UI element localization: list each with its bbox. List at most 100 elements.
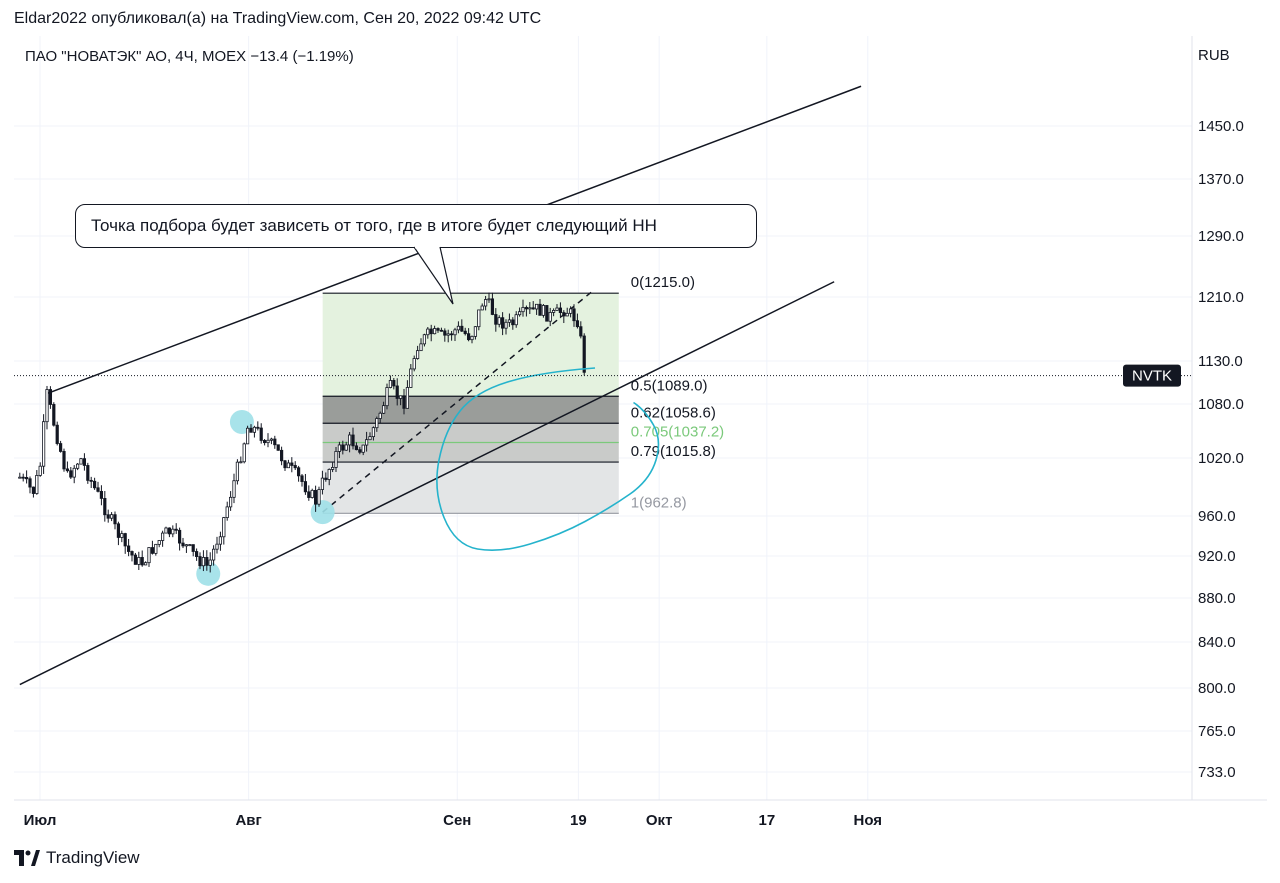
fib-label-4: 0.79(1015.8) xyxy=(631,443,716,460)
candle-body xyxy=(317,489,321,505)
candle-body xyxy=(572,308,576,322)
candle-body xyxy=(552,310,556,313)
candle-body xyxy=(205,557,209,566)
candle-body xyxy=(38,465,42,476)
candle-body xyxy=(28,478,32,488)
chart-area[interactable]: 0(1215.0) 0.5(1089.0) 0.62(1058.6) 0.705(10… xyxy=(14,36,1267,836)
candle-body xyxy=(314,489,318,505)
highlight-markers xyxy=(196,410,335,586)
price-chart[interactable]: 0(1215.0) 0.5(1089.0) 0.62(1058.6) 0.705(10… xyxy=(14,36,1267,836)
annotation-callout[interactable]: Точка подбора будет зависеть от того, гд… xyxy=(75,204,757,248)
swing-point-circle xyxy=(310,500,335,525)
candle-body xyxy=(79,458,83,465)
x-tick-label: Авг xyxy=(235,812,261,829)
candle-body xyxy=(113,514,117,525)
candle-body xyxy=(48,389,53,405)
publish-info: Eldar2022 опубликовал(а) на TradingView.… xyxy=(14,10,542,27)
candle-body xyxy=(293,465,297,469)
candle-body xyxy=(256,426,260,429)
freehand-drawing xyxy=(436,367,660,551)
y-tick-label: 880.0 xyxy=(1198,590,1236,607)
y-tick-label: 733.0 xyxy=(1198,764,1236,781)
x-tick-label: Июл xyxy=(24,812,57,829)
candle-body xyxy=(235,461,240,482)
candle-body xyxy=(555,307,559,311)
fibonacci-retracement: 0(1215.0) 0.5(1089.0) 0.62(1058.6) 0.705(10… xyxy=(322,274,724,514)
y-tick-label: 765.0 xyxy=(1198,723,1236,740)
candle-body xyxy=(361,444,365,453)
candle-body xyxy=(303,481,308,493)
candle-body xyxy=(358,449,362,453)
x-tick-label: Сен xyxy=(443,812,471,829)
candle-body xyxy=(18,476,22,479)
candle-body xyxy=(167,527,172,535)
candle-body xyxy=(69,470,73,478)
y-tick-label: 1370.0 xyxy=(1198,171,1244,188)
candle-body xyxy=(538,303,542,316)
fib-label-3: 0.705(1037.2) xyxy=(631,424,724,441)
candle-body xyxy=(242,443,246,463)
candle-body xyxy=(433,328,437,335)
candle-body xyxy=(42,421,46,467)
candle-body xyxy=(252,426,257,433)
footer-brand: TradingView xyxy=(14,848,140,868)
candle-body xyxy=(450,333,454,336)
candle-body xyxy=(514,314,518,326)
y-tick-label: 1210.0 xyxy=(1198,289,1244,306)
time-axis: Июл Авг Сен 19 Окт 17 Ноя xyxy=(24,812,882,829)
candle-body xyxy=(494,314,498,325)
symbol-info: ПАО "НОВАТЭК" АО, 4Ч, MOEX −13.4 (−1.19%… xyxy=(25,48,354,65)
candle-body xyxy=(93,480,97,489)
candle-body xyxy=(140,557,144,566)
swing-point-circle xyxy=(196,561,221,586)
candle-body xyxy=(331,467,335,470)
candle-body xyxy=(174,528,178,531)
candle-body xyxy=(154,543,158,554)
candle-body xyxy=(575,320,580,328)
candle-body xyxy=(582,335,586,373)
nvtk-tag-label: NVTK xyxy=(1132,368,1172,385)
candle-body xyxy=(395,385,399,399)
candle-body xyxy=(392,380,396,387)
nvtk-tag-bg xyxy=(1123,364,1181,387)
y-tick-label: 1450.0 xyxy=(1198,118,1244,135)
y-tick-label: 960.0 xyxy=(1198,508,1236,525)
candle-body xyxy=(21,476,25,479)
candle-body xyxy=(161,532,165,541)
candle-body xyxy=(487,298,491,301)
candle-body xyxy=(324,477,328,480)
candle-body xyxy=(490,298,495,315)
candle-body xyxy=(164,527,168,534)
price-candles xyxy=(18,292,586,573)
candle-body xyxy=(341,444,345,451)
candle-body xyxy=(201,557,206,567)
candle-body xyxy=(507,319,512,323)
candle-body xyxy=(344,444,348,451)
candle-body xyxy=(443,330,447,336)
candle-body xyxy=(232,480,236,498)
candle-body xyxy=(368,436,372,441)
candle-body xyxy=(76,463,80,469)
candle-body xyxy=(297,467,301,477)
footer-brand-name: TradingView xyxy=(46,848,140,867)
candle-body xyxy=(249,427,253,433)
y-tick-label: 1290.0 xyxy=(1198,228,1244,245)
fib-label-0: 0(1215.0) xyxy=(631,274,695,291)
candle-body xyxy=(467,333,471,341)
candle-body xyxy=(106,514,110,519)
candle-body xyxy=(171,528,175,535)
candle-body xyxy=(198,556,202,567)
candle-body xyxy=(300,475,304,482)
candle-body xyxy=(446,333,450,336)
candle-body xyxy=(31,486,36,494)
candle-body xyxy=(86,465,90,481)
candle-body xyxy=(569,308,573,314)
candle-body xyxy=(195,551,199,557)
candle-body xyxy=(439,329,444,332)
candle-body xyxy=(181,542,185,547)
candle-body xyxy=(531,307,535,310)
candle-body xyxy=(55,424,59,444)
candle-body xyxy=(144,562,148,566)
x-tick-label: 19 xyxy=(570,812,587,829)
candle-body xyxy=(371,427,376,438)
